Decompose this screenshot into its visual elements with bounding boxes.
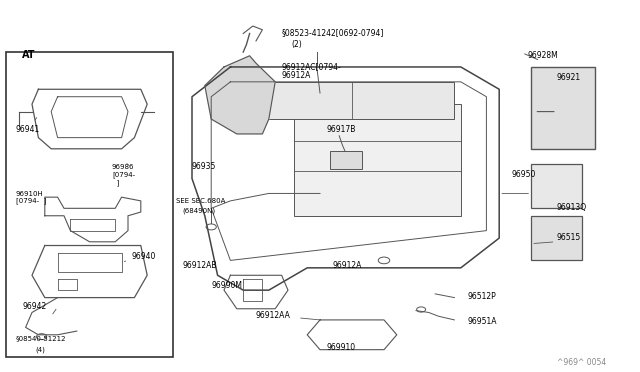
Text: 96942: 96942 bbox=[22, 302, 47, 311]
Text: ^969^ 0054: ^969^ 0054 bbox=[557, 357, 606, 366]
Text: SEE SEC.680A: SEE SEC.680A bbox=[176, 198, 225, 204]
Text: (4): (4) bbox=[35, 347, 45, 353]
Polygon shape bbox=[205, 56, 275, 134]
Text: 96941: 96941 bbox=[16, 118, 40, 134]
FancyBboxPatch shape bbox=[531, 67, 595, 149]
Text: 96928M: 96928M bbox=[528, 51, 559, 60]
Text: (68490N): (68490N) bbox=[182, 207, 216, 214]
Text: 96912A: 96912A bbox=[282, 71, 311, 80]
Bar bbox=[6, 52, 173, 357]
Text: 96912AB: 96912AB bbox=[182, 261, 217, 270]
Text: 96990M: 96990M bbox=[211, 281, 242, 290]
Text: 96951A: 96951A bbox=[467, 317, 497, 326]
Text: 96512P: 96512P bbox=[467, 292, 496, 301]
FancyBboxPatch shape bbox=[531, 164, 582, 208]
Text: 96913Q: 96913Q bbox=[557, 203, 587, 212]
Text: 96986
[0794-
  ]: 96986 [0794- ] bbox=[112, 164, 135, 186]
Text: 96935: 96935 bbox=[192, 162, 216, 171]
Text: 96917B: 96917B bbox=[326, 125, 356, 134]
Text: 96515: 96515 bbox=[557, 233, 581, 242]
Text: 96912A: 96912A bbox=[333, 261, 362, 270]
Text: 96912AA: 96912AA bbox=[256, 311, 291, 320]
Text: 96912AC[0794-: 96912AC[0794- bbox=[282, 62, 341, 71]
Text: 96910H
[0794-  ]: 96910H [0794- ] bbox=[16, 191, 46, 205]
Text: 969910: 969910 bbox=[326, 343, 356, 352]
Text: 96921: 96921 bbox=[557, 73, 581, 82]
Text: AT: AT bbox=[22, 49, 36, 60]
FancyBboxPatch shape bbox=[531, 216, 582, 260]
Text: (2): (2) bbox=[291, 39, 302, 48]
Text: §08540-51212: §08540-51212 bbox=[16, 336, 67, 341]
Text: §08523-41242[0692-0794]: §08523-41242[0692-0794] bbox=[282, 28, 384, 37]
Bar bbox=[237, 82, 454, 119]
Text: 96940: 96940 bbox=[124, 251, 156, 262]
Text: 96950: 96950 bbox=[512, 170, 536, 179]
FancyBboxPatch shape bbox=[330, 151, 362, 169]
Bar bbox=[294, 104, 461, 216]
